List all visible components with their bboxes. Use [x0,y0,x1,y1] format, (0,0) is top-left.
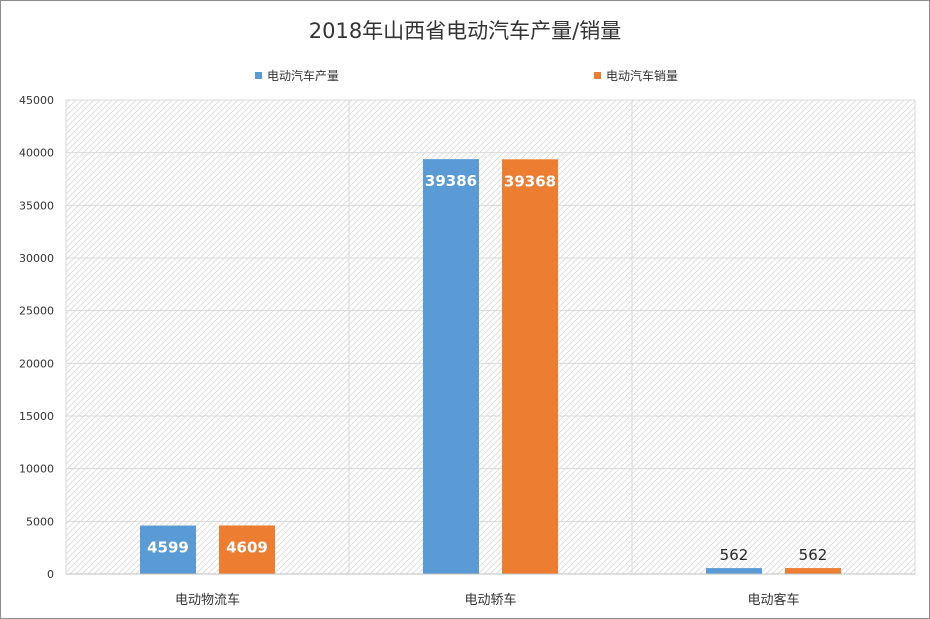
bar [706,568,762,574]
bar [140,525,196,574]
data-label: 562 [799,546,828,564]
data-label: 562 [720,546,749,564]
data-label: 4609 [226,538,268,556]
bar [502,159,558,574]
y-tick-label: 45000 [19,94,54,107]
x-tick-label: 电动轿车 [464,592,516,608]
y-tick-label: 0 [47,568,54,581]
y-tick-label: 35000 [19,199,54,212]
bar [219,525,275,574]
y-tick-label: 20000 [19,357,54,370]
bar [423,159,479,574]
plot-area [66,100,915,574]
data-labels: 4599 4609 39386 39368 562 562 [147,172,827,564]
y-tick-label: 15000 [19,410,54,423]
legend-label: 电动汽车销量 [606,68,678,83]
y-tick-label: 30000 [19,252,54,265]
legend-swatch [594,72,601,79]
bar [785,568,841,574]
y-tick-label: 40000 [19,147,54,160]
legend: 电动汽车产量 电动汽车销量 [255,68,678,83]
x-tick-label: 电动物流车 [175,592,240,608]
x-tick-label: 电动客车 [747,592,799,608]
legend-label: 电动汽车产量 [267,68,339,83]
data-label: 4599 [147,539,189,557]
axes: 0 5000 10000 15000 20000 25000 30000 35000 40000… [19,94,915,608]
data-label: 39368 [504,172,556,190]
data-label: 39386 [425,172,477,190]
legend-swatch [255,72,262,79]
y-tick-label: 5000 [26,515,54,528]
chart-title: 2018年山西省电动汽车产量/销量 [309,19,622,43]
gridlines [65,99,916,575]
y-tick-label: 10000 [19,463,54,476]
bars [140,159,841,574]
y-tick-label: 25000 [19,305,54,318]
